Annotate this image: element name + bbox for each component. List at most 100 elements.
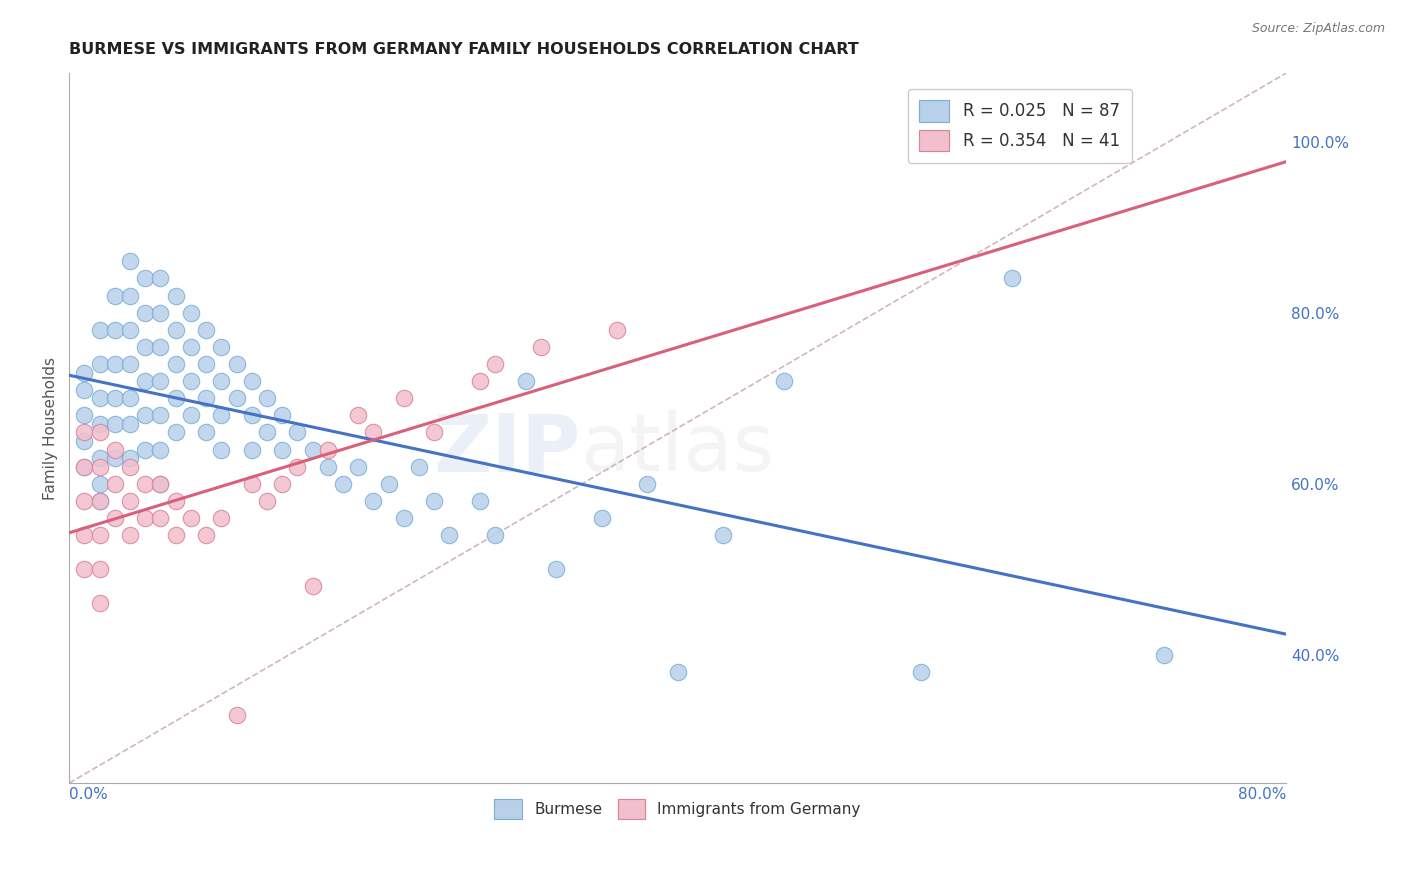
Point xyxy=(89,528,111,542)
Point xyxy=(256,391,278,405)
Point xyxy=(104,417,127,431)
Point xyxy=(104,442,127,457)
Point xyxy=(544,562,567,576)
Point xyxy=(149,271,172,285)
Point xyxy=(104,451,127,466)
Point xyxy=(1153,648,1175,662)
Point xyxy=(301,579,323,593)
Point xyxy=(256,493,278,508)
Point xyxy=(149,374,172,388)
Point xyxy=(666,665,689,679)
Point xyxy=(180,374,202,388)
Point xyxy=(104,391,127,405)
Point xyxy=(209,442,232,457)
Point xyxy=(392,511,415,525)
Point xyxy=(195,528,218,542)
Y-axis label: Family Households: Family Households xyxy=(44,357,58,500)
Point xyxy=(225,391,247,405)
Point xyxy=(89,391,111,405)
Text: Source: ZipAtlas.com: Source: ZipAtlas.com xyxy=(1251,22,1385,36)
Point xyxy=(134,409,156,423)
Point xyxy=(240,374,263,388)
Point xyxy=(347,409,370,423)
Point xyxy=(73,383,96,397)
Point xyxy=(180,306,202,320)
Point xyxy=(134,306,156,320)
Point xyxy=(134,271,156,285)
Point xyxy=(180,409,202,423)
Point xyxy=(73,493,96,508)
Point xyxy=(134,340,156,354)
Point xyxy=(149,340,172,354)
Point xyxy=(134,476,156,491)
Point xyxy=(73,409,96,423)
Point xyxy=(104,288,127,302)
Point xyxy=(89,476,111,491)
Point xyxy=(606,323,628,337)
Point xyxy=(165,528,187,542)
Point xyxy=(120,528,142,542)
Point xyxy=(515,374,537,388)
Point xyxy=(316,459,339,474)
Point xyxy=(195,425,218,440)
Text: atlas: atlas xyxy=(581,410,775,489)
Point xyxy=(209,340,232,354)
Point xyxy=(225,357,247,371)
Point xyxy=(423,425,446,440)
Point xyxy=(271,409,294,423)
Point xyxy=(165,357,187,371)
Point xyxy=(104,357,127,371)
Point xyxy=(165,493,187,508)
Point xyxy=(120,288,142,302)
Point xyxy=(363,493,385,508)
Point xyxy=(89,357,111,371)
Point xyxy=(165,425,187,440)
Point xyxy=(149,442,172,457)
Point xyxy=(134,374,156,388)
Point xyxy=(149,476,172,491)
Point xyxy=(271,442,294,457)
Point xyxy=(149,511,172,525)
Point xyxy=(104,323,127,337)
Point xyxy=(209,511,232,525)
Point xyxy=(120,493,142,508)
Point xyxy=(89,562,111,576)
Point xyxy=(910,665,932,679)
Point xyxy=(316,442,339,457)
Point xyxy=(134,511,156,525)
Point xyxy=(73,459,96,474)
Point xyxy=(120,451,142,466)
Point xyxy=(165,288,187,302)
Point xyxy=(209,409,232,423)
Point xyxy=(120,323,142,337)
Point xyxy=(120,357,142,371)
Point xyxy=(73,459,96,474)
Point xyxy=(301,442,323,457)
Point xyxy=(256,425,278,440)
Point xyxy=(711,528,734,542)
Point xyxy=(332,476,354,491)
Point xyxy=(89,493,111,508)
Point xyxy=(271,476,294,491)
Point xyxy=(104,476,127,491)
Point xyxy=(468,374,491,388)
Point xyxy=(1001,271,1024,285)
Point xyxy=(285,425,308,440)
Point xyxy=(89,323,111,337)
Point xyxy=(363,425,385,440)
Text: 0.0%: 0.0% xyxy=(69,788,108,802)
Point xyxy=(73,425,96,440)
Point xyxy=(120,417,142,431)
Text: 80.0%: 80.0% xyxy=(1237,788,1286,802)
Point xyxy=(530,340,553,354)
Point xyxy=(73,562,96,576)
Point xyxy=(89,425,111,440)
Point xyxy=(120,459,142,474)
Legend: Burmese, Immigrants from Germany: Burmese, Immigrants from Germany xyxy=(488,793,868,825)
Point xyxy=(149,306,172,320)
Point xyxy=(591,511,613,525)
Point xyxy=(89,451,111,466)
Point xyxy=(104,511,127,525)
Point xyxy=(240,476,263,491)
Point xyxy=(165,323,187,337)
